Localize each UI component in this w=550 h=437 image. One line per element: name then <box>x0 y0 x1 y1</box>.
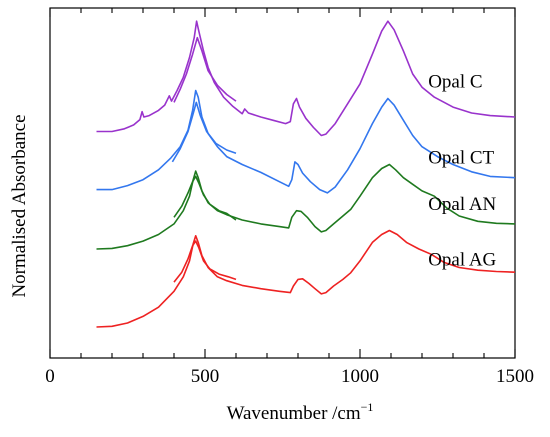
x-tick-label: 500 <box>191 366 220 387</box>
series-label-layer: Opal C Opal CT Opal AN Opal AG <box>428 72 496 271</box>
series-line-inset <box>173 175 237 221</box>
series-opal-ct <box>96 89 516 194</box>
plot-frame <box>49 7 516 359</box>
series-line <box>96 163 516 250</box>
x-tick-label: 1000 <box>341 366 379 387</box>
plot-border <box>49 7 516 359</box>
series-line-inset <box>173 240 237 283</box>
series-line <box>96 20 516 137</box>
series-label: Opal CT <box>428 148 494 169</box>
series-label: Opal C <box>428 72 482 93</box>
series-opal-an <box>96 163 516 250</box>
series-line <box>96 229 516 328</box>
series-opal-c <box>96 20 516 137</box>
y-axis-label: Normalised Absorbance <box>9 114 30 297</box>
series-opal-ag <box>96 229 516 328</box>
x-axis: 0 500 1000 1500 <box>45 8 534 387</box>
series-layer <box>96 20 516 328</box>
x-axis-label: Wavenumber /cm−1 <box>227 400 374 424</box>
series-label: Opal AN <box>428 194 496 215</box>
x-tick-label: 1500 <box>496 366 534 387</box>
x-tick-label: 0 <box>45 366 55 387</box>
series-line-inset <box>173 36 237 103</box>
x-axis-label-text: Wavenumber /cm <box>227 403 361 424</box>
x-axis-label-sup: −1 <box>361 400 374 414</box>
series-line-inset <box>171 101 237 163</box>
series-label: Opal AG <box>428 249 496 270</box>
